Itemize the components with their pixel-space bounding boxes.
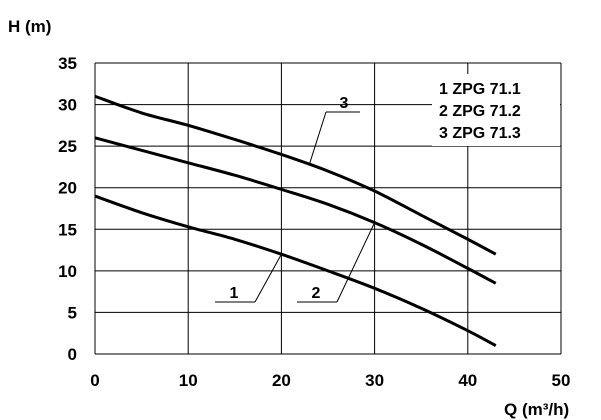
- x-axis-title: Q (m³/h): [504, 400, 569, 419]
- callout-label: 3: [340, 95, 349, 112]
- legend-entry: 3 ZPG 71.3: [439, 125, 521, 142]
- callout-label: 1: [230, 285, 239, 302]
- curve-1: [94, 194, 497, 348]
- y-tick-label: 30: [58, 96, 77, 115]
- y-tick-label: 15: [58, 220, 77, 239]
- callout-leader: [254, 253, 282, 303]
- x-tick-label: 0: [90, 371, 99, 390]
- grid: [94, 62, 562, 355]
- curve-3: [94, 94, 497, 256]
- tick-labels: 0 5 10 15 20 25 30 35 0 10 20 30 40 50: [58, 54, 570, 390]
- callouts: 1 2 3: [215, 95, 376, 303]
- y-tick-label: 20: [58, 179, 77, 198]
- callout-label: 2: [312, 285, 321, 302]
- callout-leader: [336, 222, 376, 303]
- curves: [94, 94, 497, 348]
- y-tick-label: 5: [68, 303, 77, 322]
- x-tick-label: 30: [365, 371, 384, 390]
- y-tick-label: 25: [58, 137, 77, 156]
- y-tick-label: 0: [68, 345, 77, 364]
- legend-entry: 2 ZPG 71.2: [439, 103, 521, 120]
- x-tick-label: 50: [552, 371, 571, 390]
- y-axis-title: H (m): [8, 17, 51, 36]
- legend: 1 ZPG 71.1 2 ZPG 71.2 3 ZPG 71.3: [432, 74, 560, 146]
- x-tick-label: 10: [179, 371, 198, 390]
- y-tick-label: 10: [58, 262, 77, 281]
- y-tick-label: 35: [58, 54, 77, 73]
- legend-entry: 1 ZPG 71.1: [439, 81, 521, 98]
- x-tick-label: 40: [458, 371, 477, 390]
- legend-background: [432, 74, 560, 146]
- callout-leader: [308, 111, 327, 165]
- curve-2: [94, 136, 497, 285]
- x-tick-label: 20: [272, 371, 291, 390]
